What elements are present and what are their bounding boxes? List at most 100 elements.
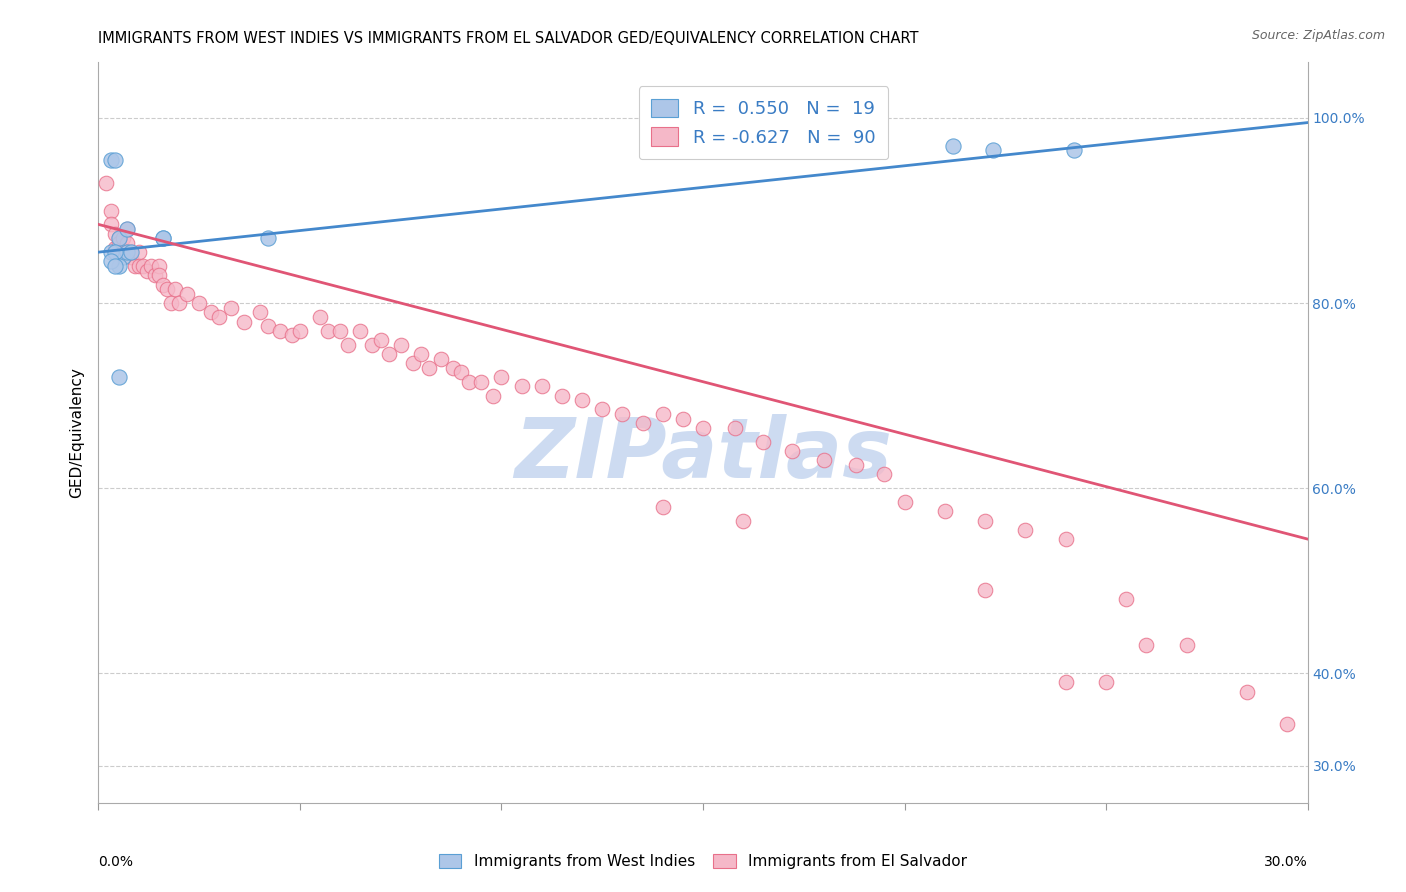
- Point: [692, 421, 714, 435]
- Point: [143, 268, 166, 283]
- Text: IMMIGRANTS FROM WEST INDIES VS IMMIGRANTS FROM EL SALVADOR GED/EQUIVALENCY CORRE: IMMIGRANTS FROM WEST INDIES VS IMMIGRANT…: [98, 31, 920, 46]
- Text: Source: ZipAtlas.com: Source: ZipAtlas.com: [1251, 29, 1385, 42]
- Point: [111, 250, 134, 264]
- Point: [120, 250, 142, 264]
- Point: [107, 235, 129, 250]
- Point: [651, 407, 673, 421]
- Point: [96, 176, 118, 190]
- Point: [120, 245, 142, 260]
- Point: [418, 360, 440, 375]
- Point: [269, 324, 291, 338]
- Point: [441, 360, 464, 375]
- Point: [249, 305, 271, 319]
- Point: [107, 245, 129, 260]
- Legend: R =  0.550   N =  19, R = -0.627   N =  90: R = 0.550 N = 19, R = -0.627 N = 90: [638, 87, 889, 160]
- Point: [974, 582, 997, 597]
- Point: [148, 268, 170, 283]
- Point: [115, 222, 138, 236]
- Point: [208, 310, 231, 324]
- Point: [845, 458, 868, 472]
- Point: [232, 315, 254, 329]
- Point: [1277, 717, 1299, 731]
- Point: [724, 421, 747, 435]
- Text: 30.0%: 30.0%: [1264, 855, 1308, 869]
- Point: [361, 337, 384, 351]
- Point: [409, 347, 432, 361]
- Point: [309, 310, 332, 324]
- Point: [167, 296, 190, 310]
- Point: [256, 231, 278, 245]
- Point: [402, 356, 425, 370]
- Point: [100, 153, 122, 167]
- Point: [491, 370, 513, 384]
- Point: [349, 324, 371, 338]
- Point: [100, 245, 122, 260]
- Point: [780, 444, 803, 458]
- Text: ZIPatlas: ZIPatlas: [515, 414, 891, 495]
- Point: [752, 434, 775, 449]
- Point: [152, 231, 174, 245]
- Point: [176, 286, 198, 301]
- Point: [100, 218, 122, 232]
- Point: [156, 282, 179, 296]
- Point: [1063, 144, 1085, 158]
- Point: [1135, 639, 1157, 653]
- Point: [163, 282, 186, 296]
- Point: [430, 351, 453, 366]
- Point: [124, 259, 146, 273]
- Point: [115, 222, 138, 236]
- Point: [974, 514, 997, 528]
- Point: [152, 277, 174, 292]
- Point: [115, 245, 138, 260]
- Y-axis label: GED/Equivalency: GED/Equivalency: [69, 368, 84, 498]
- Point: [128, 259, 150, 273]
- Legend: Immigrants from West Indies, Immigrants from El Salvador: Immigrants from West Indies, Immigrants …: [433, 847, 973, 875]
- Point: [934, 504, 956, 518]
- Point: [152, 231, 174, 245]
- Point: [115, 245, 138, 260]
- Point: [103, 240, 125, 255]
- Point: [103, 227, 125, 241]
- Point: [377, 347, 399, 361]
- Text: 0.0%: 0.0%: [98, 855, 134, 869]
- Point: [1236, 685, 1258, 699]
- Point: [813, 453, 835, 467]
- Point: [288, 324, 311, 338]
- Point: [591, 402, 613, 417]
- Point: [115, 235, 138, 250]
- Point: [329, 324, 352, 338]
- Point: [942, 138, 965, 153]
- Point: [893, 495, 915, 509]
- Point: [107, 370, 129, 384]
- Point: [631, 417, 654, 431]
- Point: [1054, 532, 1077, 546]
- Point: [571, 393, 593, 408]
- Point: [100, 203, 122, 218]
- Point: [103, 153, 125, 167]
- Point: [551, 389, 574, 403]
- Point: [132, 259, 155, 273]
- Point: [120, 245, 142, 260]
- Point: [135, 263, 157, 277]
- Point: [1115, 592, 1137, 607]
- Point: [1014, 523, 1036, 537]
- Point: [128, 245, 150, 260]
- Point: [981, 144, 1004, 158]
- Point: [221, 301, 243, 315]
- Point: [103, 245, 125, 260]
- Point: [316, 324, 339, 338]
- Point: [470, 375, 492, 389]
- Point: [1054, 675, 1077, 690]
- Point: [450, 366, 472, 380]
- Point: [651, 500, 673, 514]
- Point: [389, 337, 412, 351]
- Point: [612, 407, 634, 421]
- Point: [148, 259, 170, 273]
- Point: [111, 231, 134, 245]
- Point: [111, 245, 134, 260]
- Point: [672, 411, 695, 425]
- Point: [139, 259, 162, 273]
- Point: [510, 379, 533, 393]
- Point: [482, 389, 505, 403]
- Point: [370, 333, 392, 347]
